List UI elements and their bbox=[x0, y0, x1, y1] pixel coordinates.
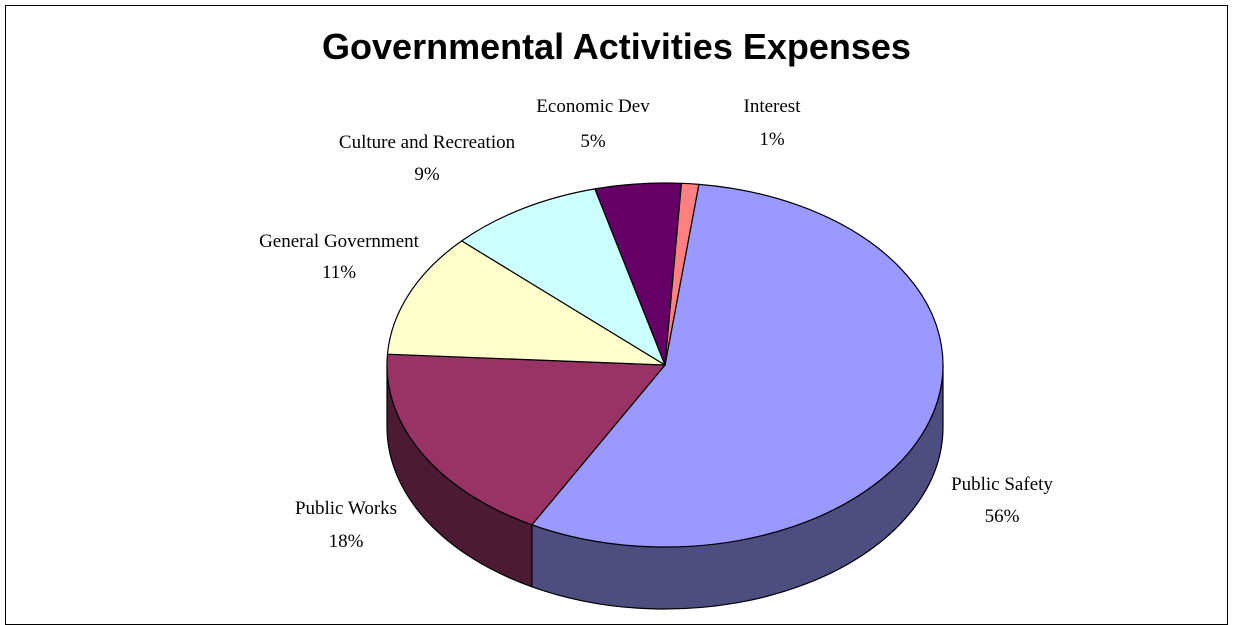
slice-label-public-safety: Public Safety bbox=[951, 474, 1053, 495]
slice-value-public-works: 18% bbox=[329, 531, 364, 552]
slice-value-general-government: 11% bbox=[322, 262, 356, 283]
slice-public-works bbox=[386, 353, 666, 526]
slice-value-interest: 1% bbox=[759, 129, 785, 150]
slice-public-safety bbox=[531, 183, 944, 548]
slice-label-interest: Interest bbox=[744, 96, 802, 117]
slice-label-general-government: General Government bbox=[259, 231, 420, 252]
slice-value-culture-and-recreation: 9% bbox=[414, 164, 440, 185]
chart-title: Governmental Activities Expenses bbox=[322, 26, 911, 67]
slice-culture-and-recreation bbox=[461, 188, 666, 366]
slice-value-public-safety: 56% bbox=[985, 506, 1020, 527]
slice-general-government bbox=[386, 240, 666, 366]
slice-label-public-works: Public Works bbox=[295, 498, 397, 519]
slice-value-economic-dev: 5% bbox=[580, 131, 606, 152]
slice-label-economic-dev: Economic Dev bbox=[536, 96, 650, 117]
slice-label-culture-and-recreation: Culture and Recreation bbox=[339, 132, 516, 153]
slice-interest bbox=[664, 182, 700, 366]
